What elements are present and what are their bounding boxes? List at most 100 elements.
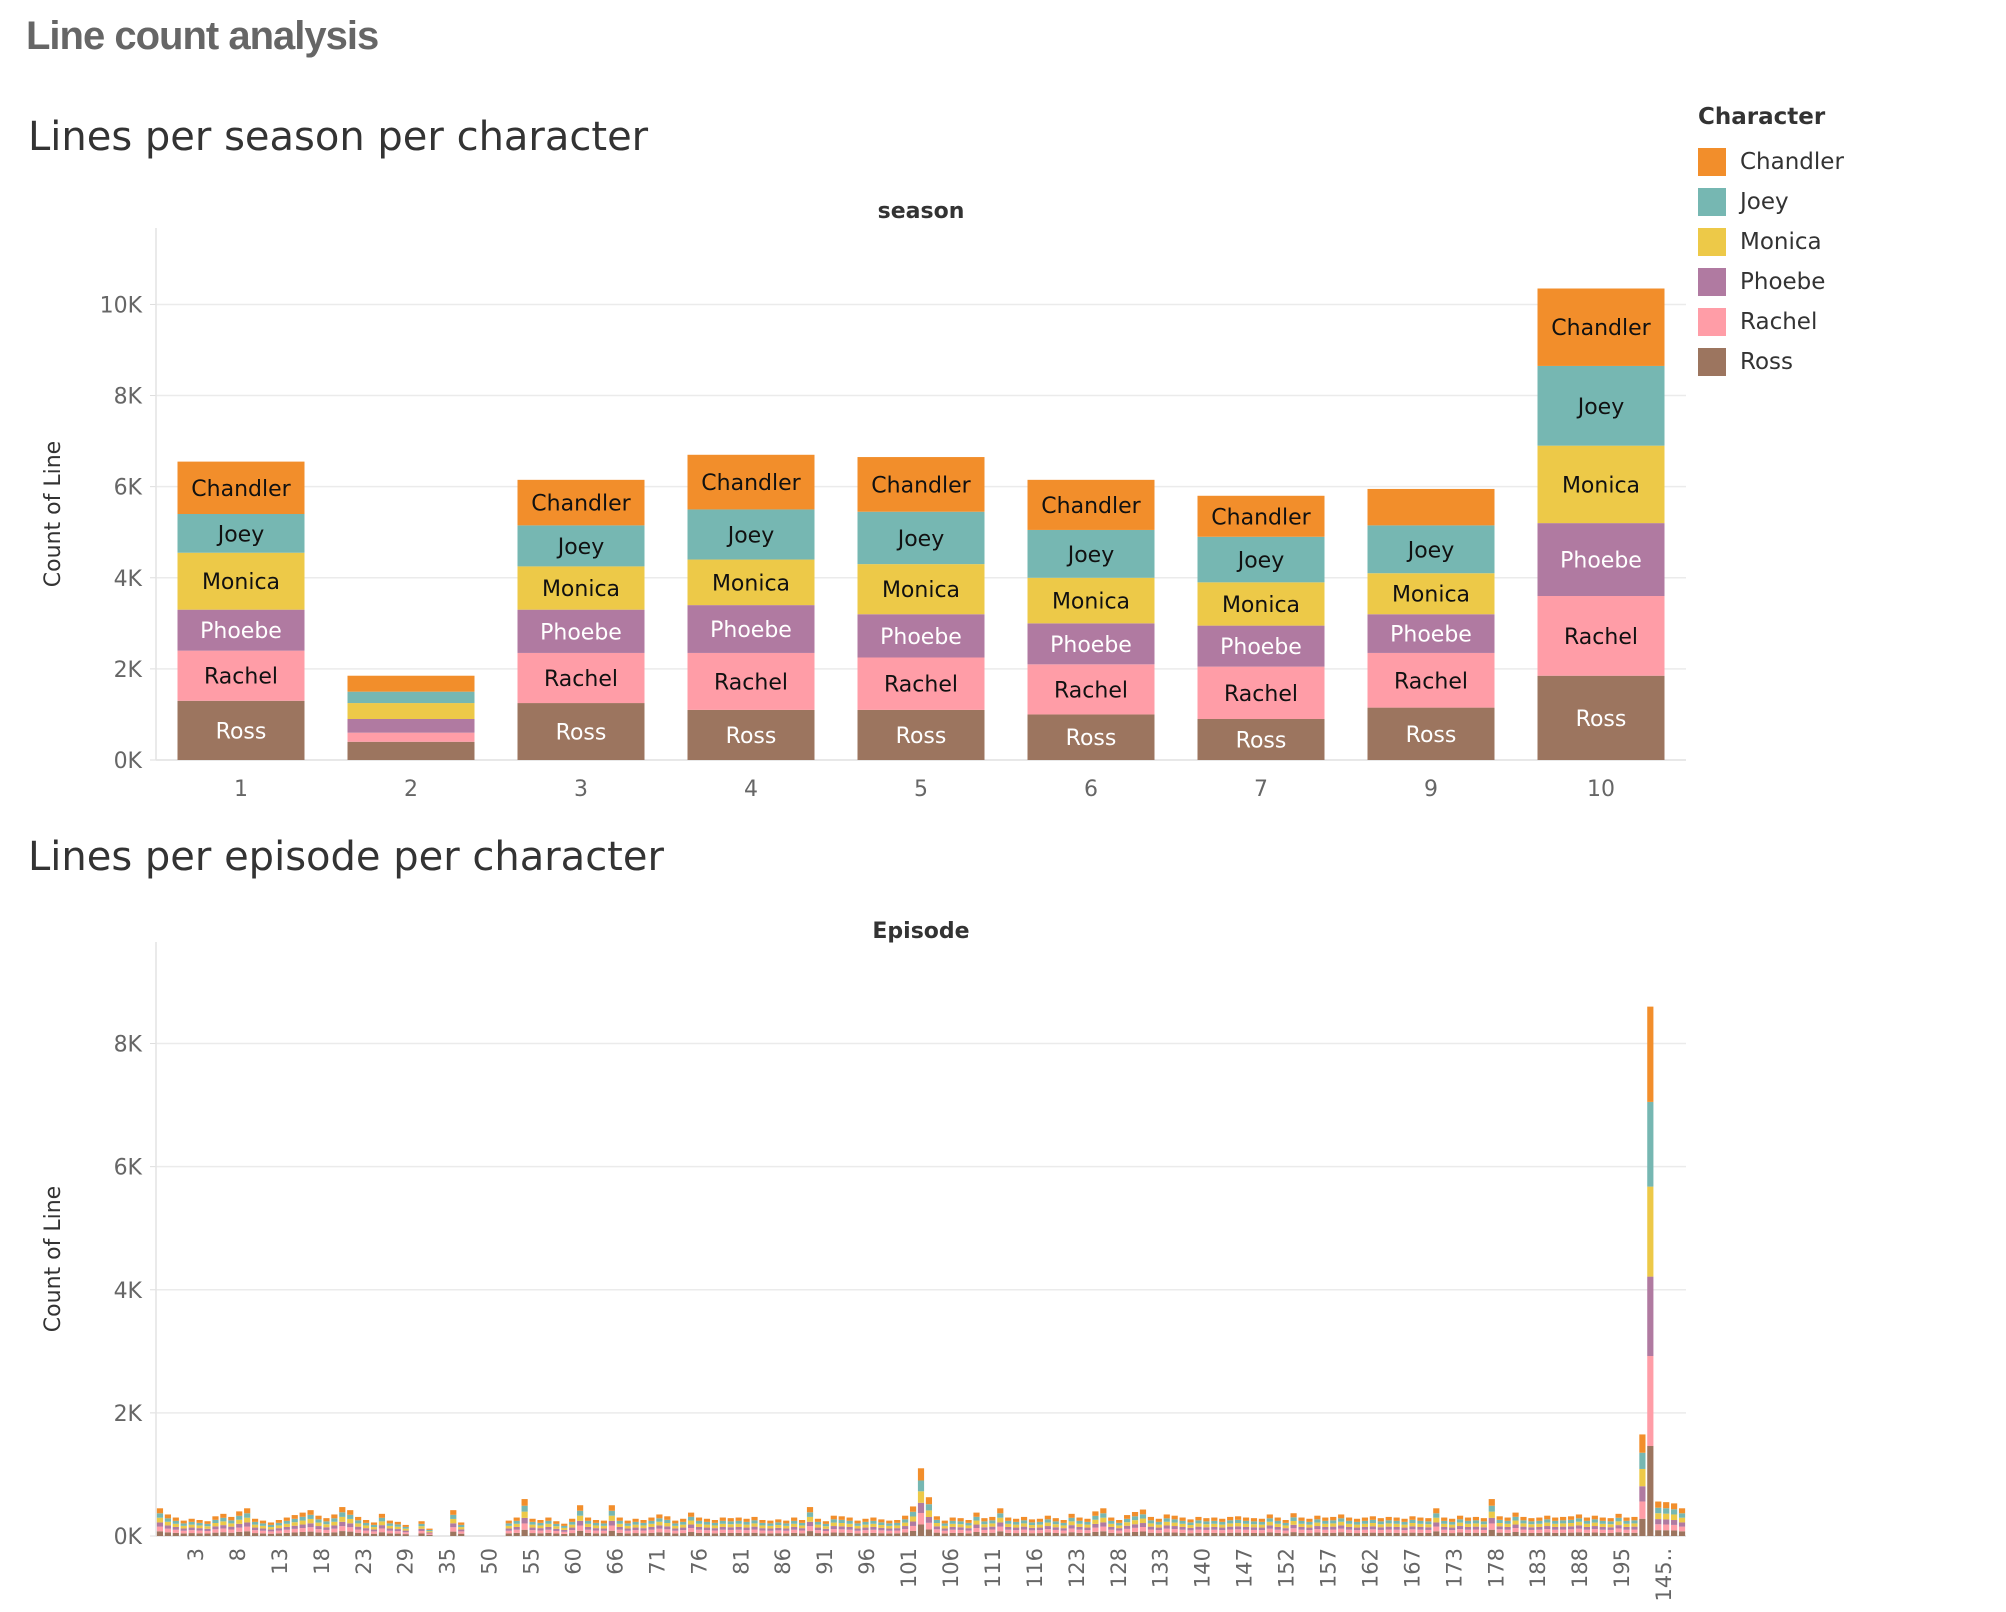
episode-bar-segment[interactable] (1639, 1452, 1646, 1469)
episode-bar-segment[interactable] (1250, 1532, 1258, 1536)
episode-bar-segment[interactable] (378, 1525, 386, 1529)
episode-bar-segment[interactable] (1258, 1521, 1265, 1525)
episode-bar-segment[interactable] (267, 1527, 275, 1530)
episode-bar-segment[interactable] (315, 1532, 322, 1536)
episode-bar-segment[interactable] (862, 1530, 869, 1534)
episode-bar-segment[interactable] (331, 1518, 338, 1522)
episode-bar-segment[interactable] (751, 1516, 758, 1521)
episode-bar-segment[interactable] (402, 1528, 409, 1531)
episode-bar-segment[interactable] (244, 1522, 251, 1527)
episode-bar-segment[interactable] (672, 1520, 679, 1524)
episode-bar-segment[interactable] (188, 1533, 195, 1536)
episode-bar-segment[interactable] (339, 1516, 346, 1522)
episode-bar-segment[interactable] (735, 1523, 742, 1527)
episode-bar-segment[interactable] (164, 1514, 171, 1519)
episode-bar-segment[interactable] (1298, 1523, 1305, 1527)
episode-bar-segment[interactable] (1441, 1517, 1448, 1521)
episode-bar-segment[interactable] (545, 1532, 552, 1536)
episode-bar-segment[interactable] (1433, 1508, 1440, 1514)
episode-bar-segment[interactable] (592, 1519, 600, 1523)
episode-bar-segment[interactable] (1036, 1533, 1044, 1536)
episode-bar-segment[interactable] (965, 1533, 972, 1536)
episode-bar-segment[interactable] (275, 1519, 282, 1523)
episode-bar-segment[interactable] (1678, 1517, 1686, 1523)
episode-bar-segment[interactable] (1124, 1518, 1131, 1523)
episode-bar-segment[interactable] (1092, 1515, 1099, 1520)
episode-bar-segment[interactable] (648, 1517, 655, 1521)
bar-segment-phoebe[interactable] (177, 609, 305, 651)
episode-bar-segment[interactable] (751, 1532, 758, 1536)
episode-bar-segment[interactable] (1425, 1518, 1432, 1522)
episode-bar-segment[interactable] (1306, 1521, 1313, 1525)
episode-bar-segment[interactable] (1631, 1526, 1638, 1530)
episode-bar-segment[interactable] (347, 1518, 354, 1524)
episode-bar-segment[interactable] (1607, 1529, 1614, 1533)
episode-bar-segment[interactable] (1084, 1521, 1091, 1525)
episode-bar-segment[interactable] (1219, 1527, 1226, 1531)
episode-bar-segment[interactable] (458, 1524, 465, 1528)
episode-bar-segment[interactable] (1615, 1528, 1622, 1533)
episode-bar-segment[interactable] (299, 1524, 306, 1529)
episode-bar-segment[interactable] (1591, 1515, 1598, 1520)
episode-bar-segment[interactable] (798, 1528, 806, 1531)
episode-bar-segment[interactable] (1583, 1532, 1590, 1536)
episode-bar-segment[interactable] (640, 1533, 647, 1536)
episode-bar-segment[interactable] (1211, 1526, 1218, 1530)
episode-bar-segment[interactable] (608, 1525, 615, 1531)
episode-bar-segment[interactable] (553, 1523, 560, 1527)
episode-bar-segment[interactable] (1330, 1520, 1337, 1524)
episode-bar-segment[interactable] (1338, 1518, 1345, 1522)
episode-bar-segment[interactable] (1425, 1532, 1432, 1536)
episode-bar-segment[interactable] (252, 1527, 259, 1531)
episode-bar-segment[interactable] (1250, 1527, 1258, 1530)
episode-bar-segment[interactable] (1504, 1529, 1511, 1533)
episode-bar-segment[interactable] (917, 1512, 925, 1525)
episode-bar-segment[interactable] (577, 1515, 584, 1521)
episode-bar-segment[interactable] (664, 1526, 671, 1530)
episode-bar-segment[interactable] (259, 1528, 267, 1531)
episode-bar-segment[interactable] (1227, 1520, 1234, 1524)
episode-bar-segment[interactable] (1322, 1526, 1329, 1530)
episode-bar-segment[interactable] (917, 1468, 925, 1481)
episode-bar-segment[interactable] (275, 1528, 282, 1531)
episode-bar-segment[interactable] (1488, 1529, 1495, 1536)
episode-bar-segment[interactable] (347, 1510, 354, 1515)
episode-bar-segment[interactable] (418, 1528, 425, 1531)
episode-bar-segment[interactable] (1480, 1529, 1487, 1533)
episode-bar-segment[interactable] (513, 1517, 520, 1521)
episode-bar-segment[interactable] (1005, 1532, 1012, 1536)
episode-bar-segment[interactable] (1504, 1517, 1511, 1521)
episode-bar-segment[interactable] (1306, 1530, 1313, 1534)
episode-bar-segment[interactable] (1575, 1532, 1583, 1536)
episode-bar-segment[interactable] (1076, 1526, 1083, 1530)
episode-bar-segment[interactable] (370, 1533, 378, 1536)
episode-bar-segment[interactable] (1235, 1526, 1242, 1530)
episode-bar-segment[interactable] (1647, 1356, 1654, 1447)
episode-bar-segment[interactable] (259, 1530, 267, 1534)
episode-bar-segment[interactable] (1377, 1521, 1384, 1525)
episode-bar-segment[interactable] (933, 1516, 940, 1520)
episode-bar-segment[interactable] (537, 1522, 544, 1526)
episode-bar-segment[interactable] (505, 1530, 512, 1534)
episode-bar-segment[interactable] (1171, 1515, 1178, 1520)
episode-bar-segment[interactable] (267, 1533, 275, 1536)
episode-bar-segment[interactable] (1345, 1529, 1353, 1533)
episode-bar-segment[interactable] (1211, 1517, 1218, 1521)
episode-bar-segment[interactable] (561, 1527, 568, 1530)
episode-bar-segment[interactable] (838, 1532, 845, 1536)
episode-bar-segment[interactable] (1583, 1523, 1590, 1527)
episode-bar-segment[interactable] (878, 1533, 885, 1536)
episode-bar-segment[interactable] (1536, 1529, 1543, 1533)
episode-bar-segment[interactable] (719, 1520, 726, 1524)
episode-bar-segment[interactable] (537, 1533, 544, 1536)
episode-bar-segment[interactable] (1076, 1520, 1083, 1524)
episode-bar-segment[interactable] (775, 1533, 782, 1536)
episode-bar-segment[interactable] (1544, 1532, 1551, 1536)
bar-segment-monica[interactable] (1027, 577, 1155, 624)
episode-bar-segment[interactable] (894, 1525, 901, 1529)
episode-bar-segment[interactable] (846, 1517, 853, 1521)
episode-bar-segment[interactable] (180, 1528, 187, 1531)
episode-bar-segment[interactable] (664, 1519, 671, 1523)
episode-bar-segment[interactable] (172, 1529, 179, 1533)
episode-bar-segment[interactable] (1441, 1526, 1448, 1530)
